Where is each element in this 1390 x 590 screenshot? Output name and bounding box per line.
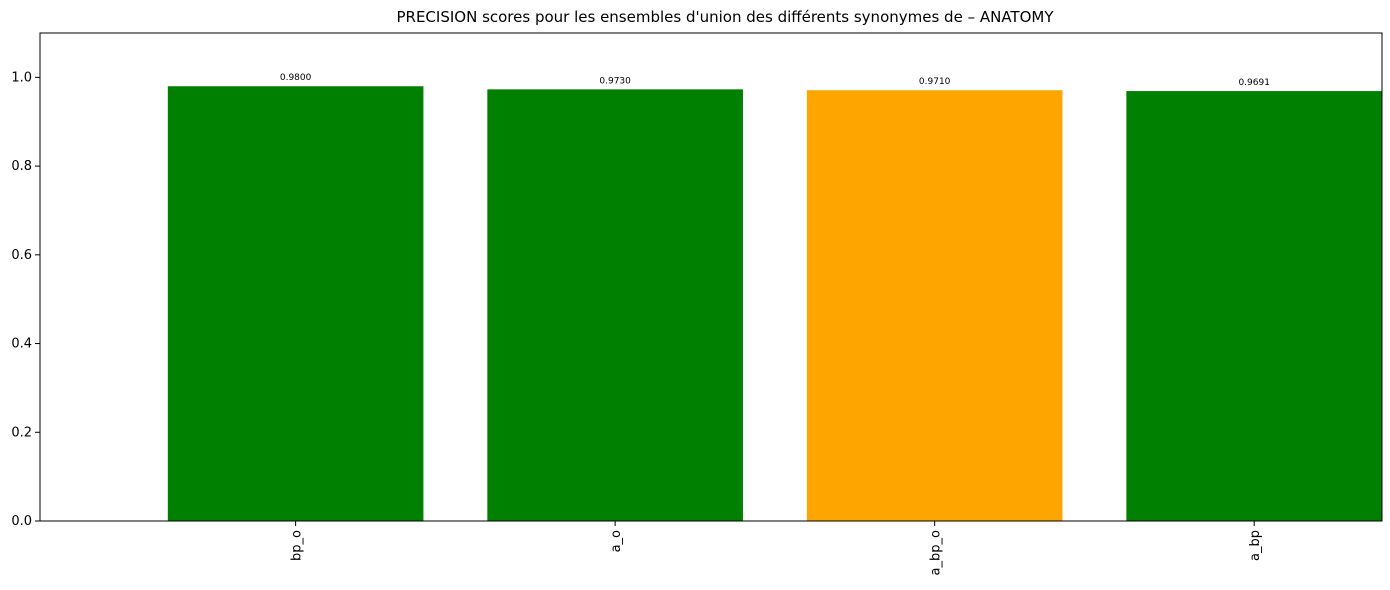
x-tick-label-a_bp_o: a_bp_o: [929, 530, 944, 575]
bar-bp_o: [167, 86, 424, 522]
chart-title: PRECISION scores pour les ensembles d'un…: [396, 8, 1054, 26]
y-tick-label: 0.0: [11, 514, 32, 529]
x-tick-label-bp_o: bp_o: [290, 530, 305, 561]
y-axis: 0.0 0.2 0.4 0.6 0.8 1.0: [11, 70, 40, 529]
bars-group: 0.9800 0.9730 0.9710 0.9691: [167, 73, 1382, 522]
plot-frame: [39, 32, 1383, 522]
y-tick-label: 0.2: [11, 425, 32, 440]
x-tick-label-a_o: a_o: [609, 530, 624, 552]
y-tick-label: 0.6: [11, 248, 32, 263]
bar-a_bp: [1126, 91, 1382, 522]
data-label-a_bp_o: 0.9710: [919, 77, 951, 87]
y-tick-label: 1.0: [11, 70, 32, 85]
x-axis: bp_o a_o a_bp_o a_bp: [290, 521, 1263, 575]
y-tick-label: 0.4: [11, 337, 32, 352]
data-label-a_o: 0.9730: [599, 76, 631, 86]
y-tick-label: 0.8: [11, 159, 32, 174]
bar-a_o: [487, 89, 743, 521]
data-label-a_bp: 0.9691: [1238, 78, 1270, 88]
x-tick-label-a_bp: a_bp: [1248, 530, 1263, 561]
bar-a_bp_o: [806, 90, 1063, 521]
data-label-bp_o: 0.9800: [280, 73, 312, 83]
